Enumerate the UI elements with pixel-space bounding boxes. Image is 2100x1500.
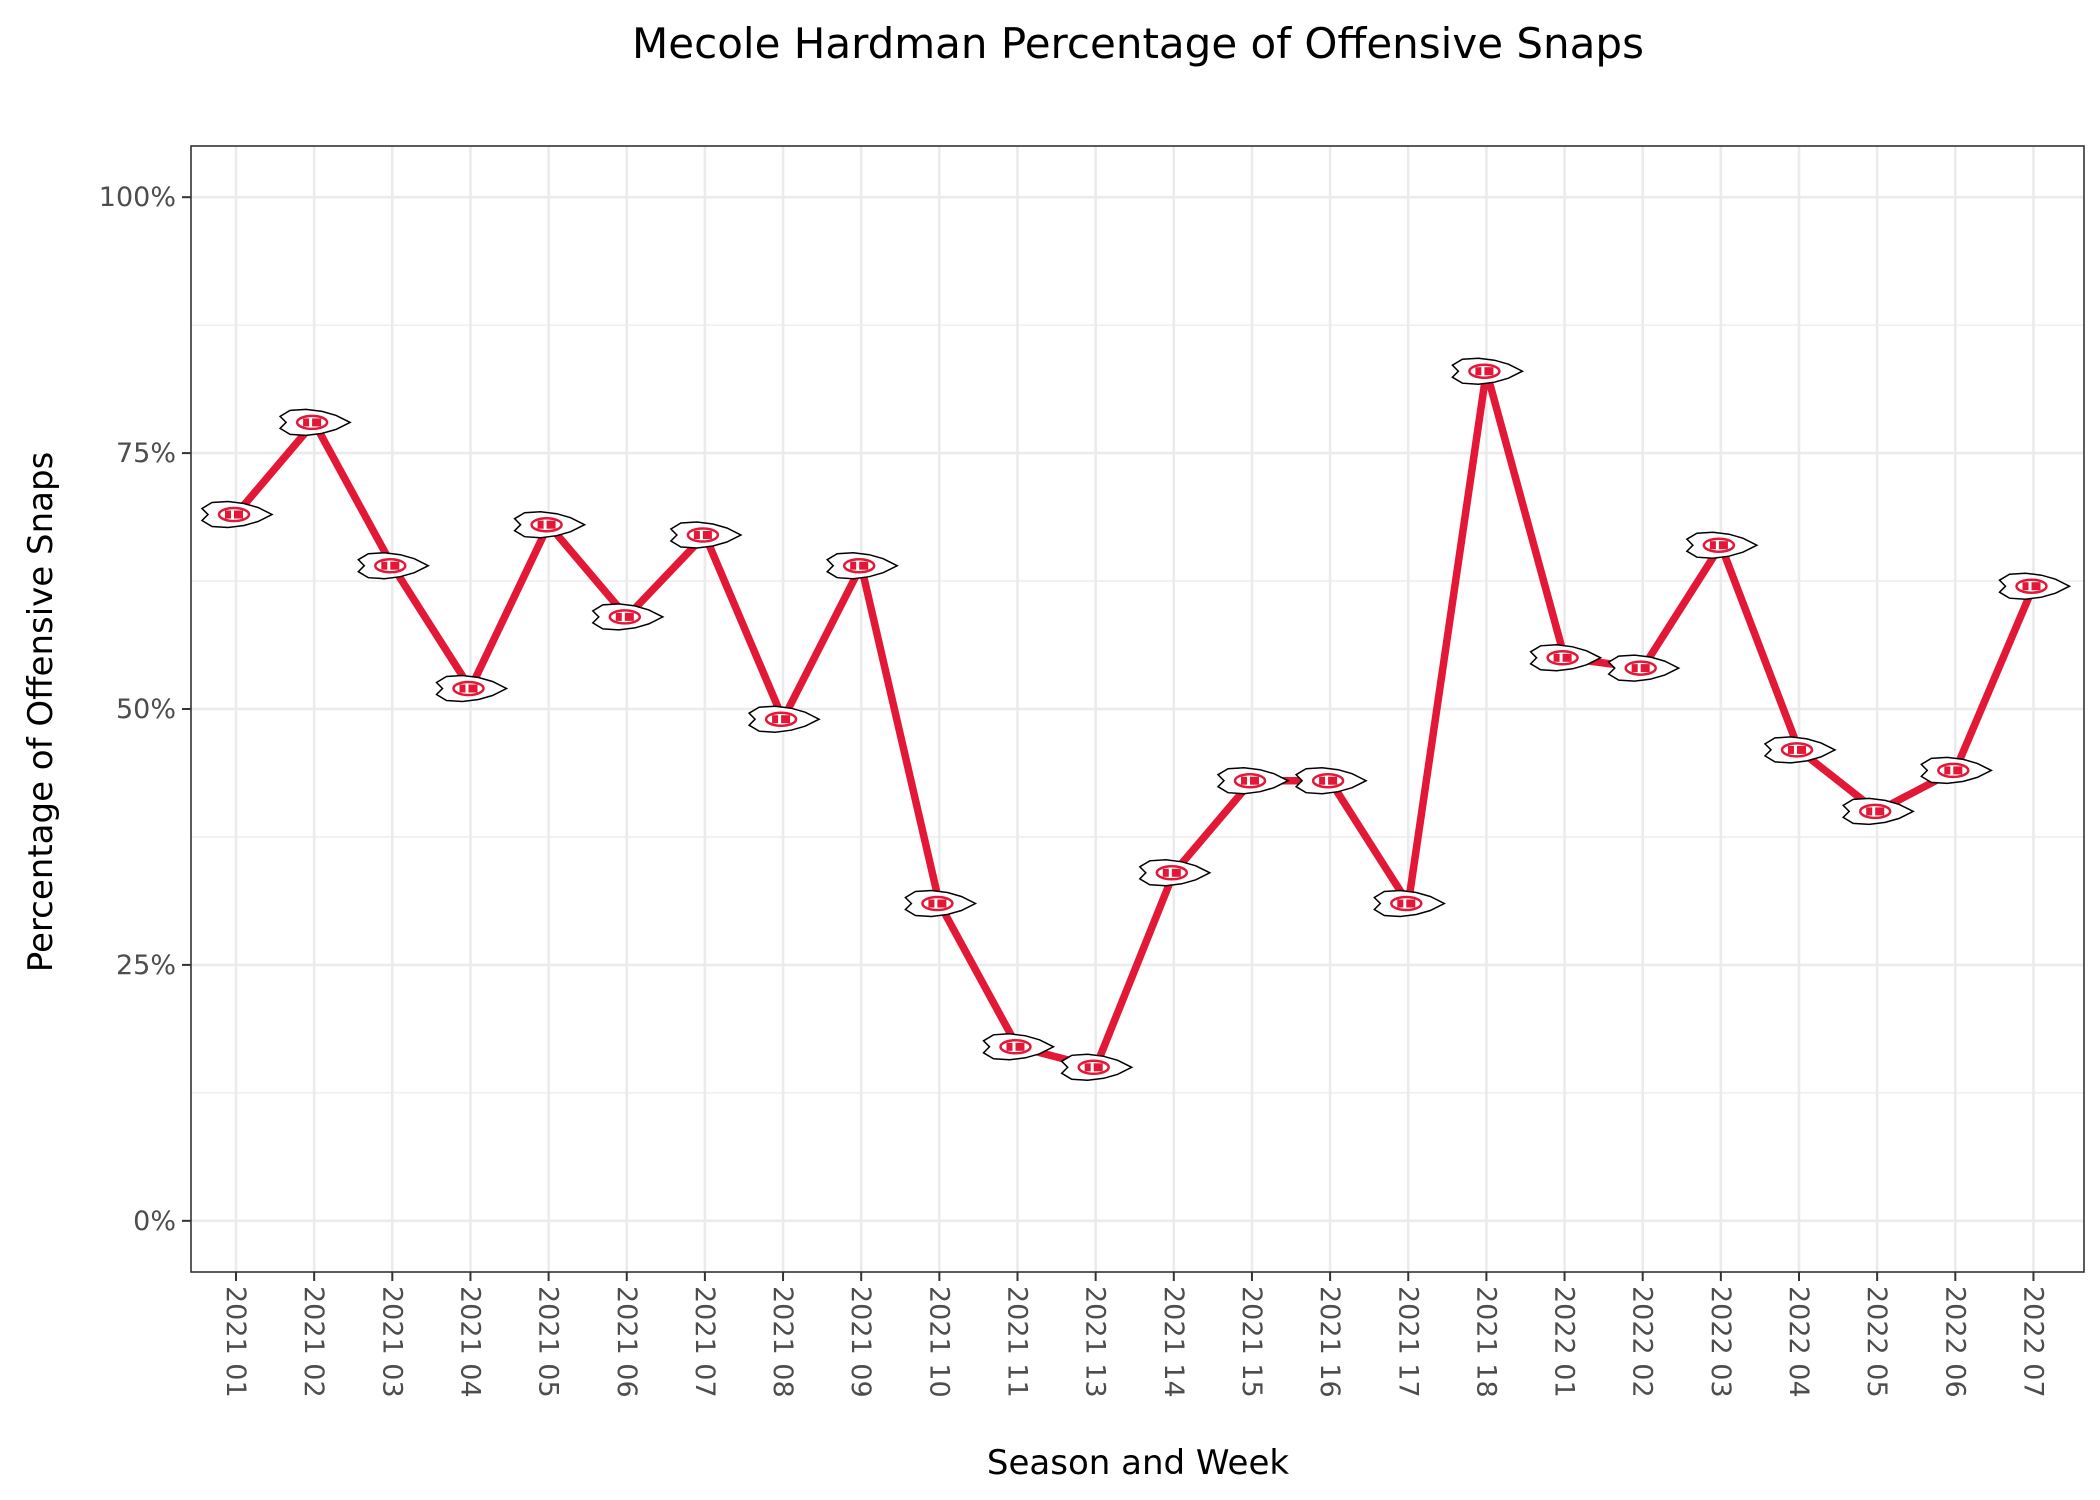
x-tick-label: 2021 09 — [845, 1286, 876, 1398]
y-tick-label: 50% — [116, 694, 176, 725]
chart-title: Mecole Hardman Percentage of Offensive S… — [632, 19, 1644, 68]
x-tick-label: 2021 10 — [923, 1286, 954, 1398]
y-tick-label: 25% — [116, 950, 176, 981]
data-point-marker — [435, 674, 509, 703]
x-tick-label: 2021 11 — [1002, 1286, 1033, 1398]
data-point-marker — [591, 603, 665, 631]
data-point-marker — [278, 408, 352, 437]
x-axis-title: Season and Week — [987, 1443, 1289, 1483]
x-tick-label: 2021 03 — [376, 1286, 407, 1398]
data-point-marker — [357, 551, 430, 580]
y-axis-title: Percentage of Offensive Snaps — [21, 452, 61, 973]
x-tick-label: 2021 13 — [1080, 1286, 1111, 1398]
data-point-marker — [1841, 797, 1915, 826]
data-point-marker — [825, 551, 899, 580]
y-tick-label: 0% — [133, 1206, 176, 1237]
x-tick-label: 2022 06 — [1939, 1286, 1970, 1398]
x-tick-label: 2021 05 — [533, 1286, 564, 1398]
x-tick-label: 2021 07 — [689, 1286, 720, 1398]
data-point-marker — [200, 500, 274, 529]
x-tick-label: 2022 07 — [2018, 1286, 2049, 1398]
data-point-marker — [1607, 654, 1681, 682]
x-tick-label: 2021 14 — [1158, 1286, 1189, 1398]
data-point-marker — [1998, 572, 2072, 600]
data-point-marker — [1138, 859, 1212, 887]
data-point-marker — [1763, 736, 1837, 764]
data-point-marker — [1529, 644, 1603, 672]
x-tick-label: 2021 15 — [1236, 1286, 1267, 1398]
x-tick-label: 2022 02 — [1627, 1286, 1658, 1398]
data-point-marker — [904, 889, 978, 918]
data-point-marker — [1685, 531, 1759, 559]
x-tick-label: 2022 04 — [1783, 1286, 1814, 1398]
data-point-marker — [513, 510, 587, 539]
x-tick-label: 2021 16 — [1314, 1286, 1345, 1398]
y-tick-label: 100% — [99, 182, 176, 213]
data-point-marker — [747, 705, 821, 733]
data-point-marker — [1373, 889, 1446, 918]
x-tick-label: 2022 01 — [1549, 1286, 1580, 1398]
x-tick-label: 2021 06 — [611, 1286, 642, 1398]
data-point-marker — [982, 1033, 1056, 1061]
x-tick-label: 2022 03 — [1705, 1286, 1736, 1398]
data-point-marker — [1216, 766, 1290, 795]
x-tick-label: 2021 04 — [455, 1286, 486, 1398]
x-tick-label: 2021 08 — [767, 1286, 798, 1398]
data-point-marker — [669, 521, 743, 549]
data-point-marker — [1920, 756, 1993, 785]
data-point-marker — [1294, 766, 1368, 795]
x-tick-label: 2021 02 — [298, 1286, 329, 1398]
x-tick-label: 2021 01 — [220, 1286, 251, 1398]
x-tick-label: 2022 05 — [1861, 1286, 1892, 1398]
x-tick-label: 2021 17 — [1392, 1286, 1423, 1398]
x-tick-label: 2021 18 — [1470, 1286, 1501, 1398]
data-point-marker — [1060, 1053, 1134, 1082]
y-tick-label: 75% — [116, 438, 176, 469]
data-point-marker — [1451, 357, 1525, 385]
plot-area: 0% 25% 50% 75% 100% 2021 01 2021 02 2021 03 2021… — [99, 145, 2085, 1398]
series-line — [232, 367, 2038, 1072]
